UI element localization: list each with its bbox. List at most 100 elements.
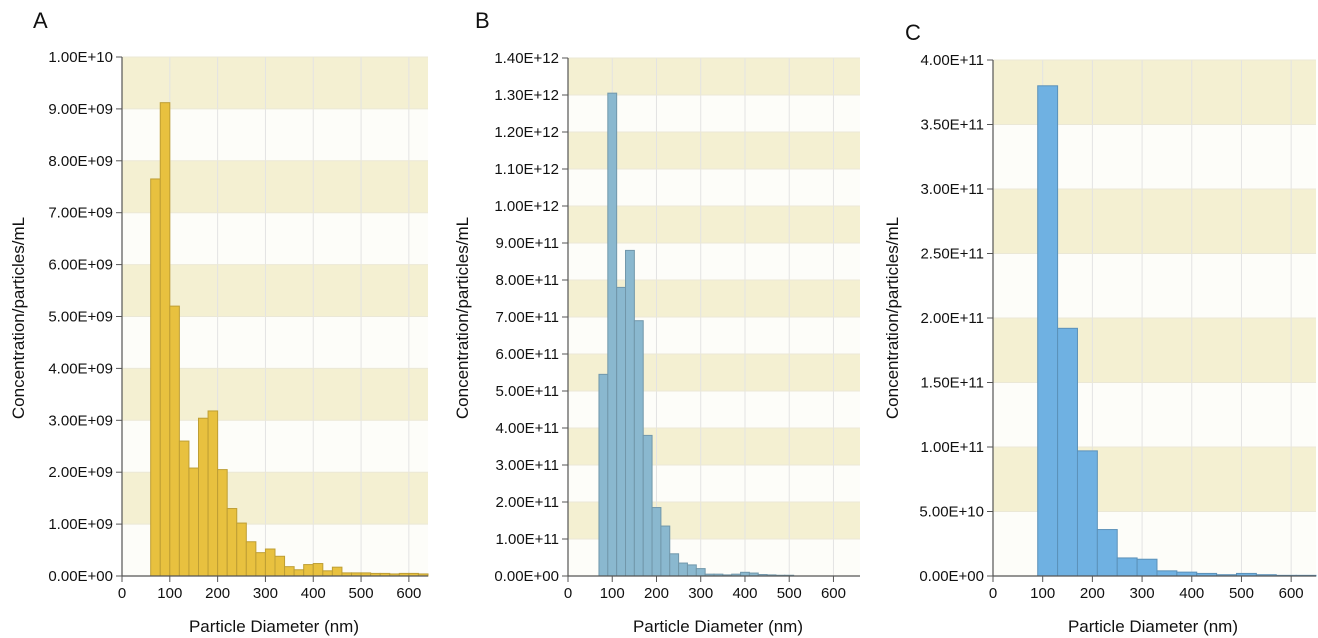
panel-c-bar (1156, 570, 1178, 577)
panel-b-bar (633, 320, 644, 577)
panel-a-band (122, 160, 428, 213)
panel-c-y-tick-label: 2.50E+11 (920, 246, 984, 263)
panel-a-plot: 0.00E+00 1.00E+09 2.00E+09 3.00E+09 4.00E+09… (48, 49, 429, 602)
panel-a-band (122, 57, 428, 109)
panel-a-bar (226, 508, 238, 577)
panel-a-y-tick-label: 7.00E+09 (48, 205, 113, 222)
panel-a-bar (236, 522, 247, 577)
panel-c-x-axis-title: Particle Diameter (nm) (1068, 617, 1238, 636)
panel-c-x-tick-label: 200 (1080, 585, 1105, 602)
panel-a-x-axis-title: Particle Diameter (nm) (189, 617, 359, 636)
panel-a-x-tick-label: 500 (349, 585, 374, 602)
panel-a-bar (207, 410, 219, 577)
panel-a-y-tick-label: 2.00E+09 (48, 464, 113, 481)
panel-a-bar (312, 563, 324, 577)
panel-a-x-tick-label: 400 (301, 585, 326, 602)
panel-c-x-tick-label: 600 (1279, 585, 1304, 602)
panel-b-y-tick-label: 3.00E+11 (495, 457, 559, 474)
panel-b-y-tick-label: 0.00E+00 (494, 568, 559, 585)
panel-b-bar (607, 92, 618, 577)
panel-c-bar (1096, 529, 1118, 577)
panel-a-x-tick-label: 100 (157, 585, 182, 602)
panel-a: A 0.00E+00 1.00E+09 2.00E+09 3.00E+09 4.00E+… (9, 8, 429, 636)
panel-b-bar (678, 562, 688, 577)
panel-a-bar (331, 566, 343, 577)
panel-a-y-axis-title: Concentration/particles/mL (9, 217, 28, 419)
panel-b-x-tick-label: 600 (821, 585, 846, 602)
panel-b-y-tick-label: 1.00E+12 (494, 198, 559, 215)
panel-b-y-axis-title: Concentration/particles/mL (453, 217, 472, 419)
panel-b-bar (686, 564, 697, 577)
panel-c-x-tick-label: 100 (1030, 585, 1055, 602)
panel-label-a: A (33, 8, 48, 33)
panel-c-y-tick-label: 1.00E+11 (920, 439, 984, 456)
panel-a-y-tick-label: 0.00E+00 (48, 568, 113, 585)
panel-b-y-tick-label: 1.40E+12 (494, 50, 559, 67)
panel-c-x-tick-label: 400 (1179, 585, 1204, 602)
panel-c: C 0.00E+00 5.00E+10 1.00E+11 1.50E+11 2.00E+… (883, 20, 1317, 636)
panel-b-plot: 0.00E+00 1.00E+11 2.00E+11 3.00E+11 4.00E+11… (494, 50, 860, 602)
panel-a-bar (274, 555, 286, 577)
panel-a-x-tick-label: 300 (253, 585, 278, 602)
panel-b-x-tick-label: 200 (644, 585, 669, 602)
panel-b-y-tick-label: 4.00E+11 (495, 420, 559, 437)
panel-a-bar (159, 102, 171, 577)
panel-c-y-tick-label: 5.00E+10 (919, 504, 984, 521)
panel-a-y-tick-label: 3.00E+09 (48, 412, 113, 429)
panel-c-y-tick-label: 3.00E+11 (920, 181, 984, 198)
panel-b-band (568, 58, 860, 95)
panel-c-y-tick-label: 1.50E+11 (920, 375, 984, 392)
panel-a-y-tick-label: 6.00E+09 (48, 257, 113, 274)
panel-c-y-tick-label: 0.00E+00 (919, 568, 984, 585)
panel-c-y-tick-label: 3.50E+11 (920, 117, 984, 134)
panel-label-c: C (905, 20, 921, 45)
panel-a-bar (150, 178, 161, 577)
panel-a-bar (293, 569, 305, 577)
panel-a-bar (217, 469, 228, 577)
panel-b: B 0.00E+00 1.00E+11 2.00E+11 3.00E+11 4.00E+… (453, 8, 860, 636)
panel-a-bar (264, 548, 276, 577)
panel-a-bar (284, 566, 295, 577)
panel-c-bar (1136, 558, 1158, 577)
panel-a-bar (303, 564, 314, 577)
panel-a-bar (245, 541, 257, 577)
panel-label-b: B (475, 8, 490, 33)
panel-a-x-tick-label: 0 (118, 585, 126, 602)
panel-b-x-tick-label: 500 (777, 585, 802, 602)
panel-a-bar (169, 305, 180, 577)
panel-a-bar (188, 467, 199, 577)
panel-a-y-tick-label: 1.00E+10 (48, 49, 113, 66)
panel-b-y-tick-label: 1.00E+11 (495, 531, 559, 548)
panel-a-bar (322, 570, 333, 577)
panel-c-y-tick-label: 4.00E+11 (920, 52, 984, 69)
panel-c-plot: 0.00E+00 5.00E+10 1.00E+11 1.50E+11 2.00E+11… (919, 52, 1317, 602)
panel-c-y-axis-title: Concentration/particles/mL (883, 217, 902, 419)
panel-b-bar (598, 373, 609, 577)
panel-a-y-tick-label: 8.00E+09 (48, 153, 113, 170)
panel-a-bar (178, 440, 190, 577)
panel-a-y-tick-label: 9.00E+09 (48, 101, 113, 118)
panel-c-x-tick-label: 0 (989, 585, 997, 602)
panel-b-x-tick-label: 300 (688, 585, 713, 602)
panel-b-y-tick-label: 6.00E+11 (495, 346, 559, 363)
panel-a-y-tick-label: 1.00E+09 (48, 516, 113, 533)
panel-b-bar (625, 249, 635, 577)
panel-c-bar (1037, 85, 1059, 577)
panel-c-bar (1116, 557, 1138, 577)
panel-c-x-tick-label: 500 (1229, 585, 1254, 602)
panel-b-bar (651, 507, 662, 577)
panel-b-bar (669, 553, 680, 577)
panel-b-x-tick-label: 0 (564, 585, 572, 602)
panel-a-y-tick-label: 4.00E+09 (48, 360, 113, 377)
panel-b-y-tick-label: 2.00E+11 (495, 494, 559, 511)
panel-c-y-tick-label: 2.00E+11 (920, 310, 984, 327)
panel-b-bar (616, 286, 627, 577)
panel-a-x-tick-label: 600 (396, 585, 421, 602)
panel-b-y-tick-label: 9.00E+11 (495, 235, 559, 252)
panel-b-y-tick-label: 5.00E+11 (495, 383, 559, 400)
panel-c-bar (1057, 327, 1078, 577)
panel-b-x-tick-label: 400 (732, 585, 757, 602)
panel-a-bar (198, 417, 209, 577)
panel-b-x-axis-title: Particle Diameter (nm) (633, 617, 803, 636)
